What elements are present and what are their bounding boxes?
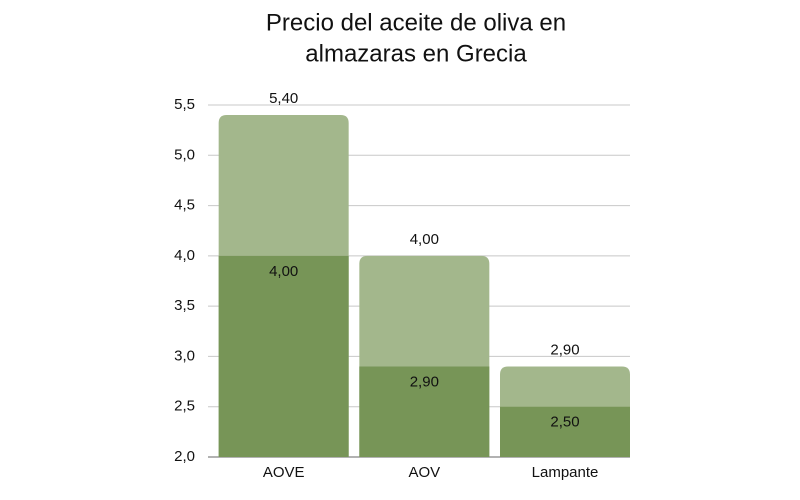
chart-title: almazaras en Grecia <box>305 40 527 67</box>
chart-title: Precio del aceite de oliva en <box>266 9 566 36</box>
x-tick-label: AOV <box>408 464 440 481</box>
y-tick-label: 3,0 <box>174 347 195 364</box>
y-tick-label: 2,0 <box>174 448 195 465</box>
x-tick-label: Lampante <box>532 464 599 481</box>
y-tick-label: 5,0 <box>174 146 195 163</box>
value-label: 4,00 <box>410 231 439 248</box>
x-tick-label: AOVE <box>263 464 305 481</box>
y-tick-label: 3,5 <box>174 297 195 314</box>
value-label: 2,50 <box>550 414 579 431</box>
value-label: 5,40 <box>269 90 298 107</box>
bar <box>500 406 630 457</box>
value-label: 2,90 <box>410 373 439 390</box>
value-label: 4,00 <box>269 263 298 280</box>
y-tick-label: 4,5 <box>174 197 195 214</box>
y-tick-label: 5,5 <box>174 96 195 113</box>
value-label: 2,90 <box>550 341 579 358</box>
y-tick-label: 4,0 <box>174 247 195 264</box>
bar <box>218 255 349 457</box>
y-tick-label: 2,5 <box>174 398 195 415</box>
bar <box>359 366 490 457</box>
